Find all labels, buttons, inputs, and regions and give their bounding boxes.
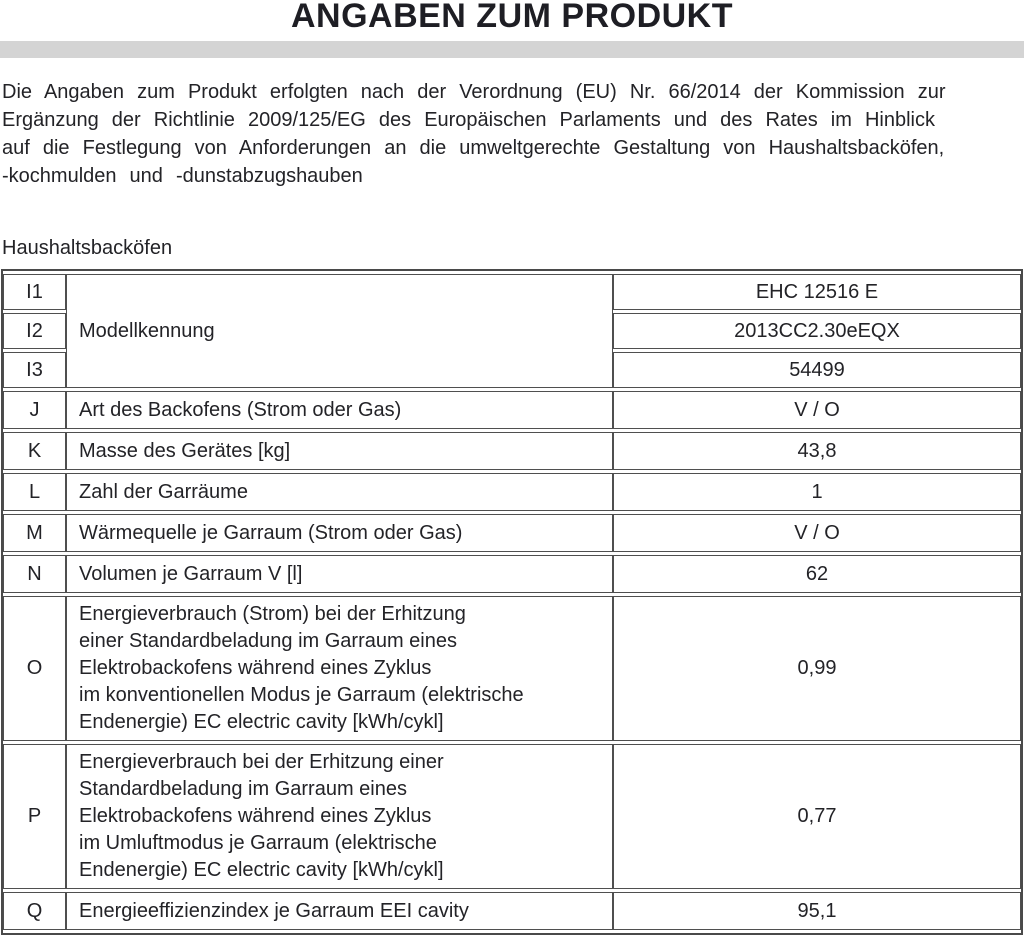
page-title: ANGABEN ZUM PRODUKT	[290, 0, 734, 35]
row-label: Energieeffizienzindex je Garraum EEI cav…	[66, 892, 613, 930]
table-row-m: M Wärmequelle je Garraum (Strom oder Gas…	[3, 514, 1021, 552]
table-row-l: L Zahl der Garräume 1	[3, 473, 1021, 511]
row-label: Masse des Gerätes [kg]	[66, 432, 613, 470]
intro-paragraph: Die Angaben zum Produkt erfolgten nach d…	[2, 81, 946, 187]
row-value: 43,8	[613, 432, 1021, 470]
row-value: 0,99	[613, 596, 1021, 741]
row-code: I2	[3, 313, 66, 349]
table-row-i1: I1 Modellkennung EHC 12516 E	[3, 274, 1021, 388]
table-row-i2: I2 2013CC2.30eEQX	[3, 313, 1021, 349]
row-code: L	[3, 473, 66, 511]
table-row-k: K Masse des Gerätes [kg] 43,8	[3, 432, 1021, 470]
table-row-o: O Energieverbrauch (Strom) bei der Erhit…	[3, 596, 1021, 741]
row-value: V / O	[613, 514, 1021, 552]
row-code: I1	[3, 274, 66, 310]
row-code: Q	[3, 892, 66, 930]
row-code: P	[3, 744, 66, 889]
row-value: EHC 12516 E	[613, 274, 1021, 310]
title-divider-bar	[0, 41, 1024, 58]
section-label: Haushaltsbacköfen	[2, 237, 173, 259]
row-label: Art des Backofens (Strom oder Gas)	[66, 391, 613, 429]
row-value: 1	[613, 473, 1021, 511]
table-row-n: N Volumen je Garraum V [l] 62	[3, 555, 1021, 593]
row-value: 54499	[613, 352, 1021, 388]
row-code: M	[3, 514, 66, 552]
row-code: K	[3, 432, 66, 470]
table-row-j: J Art des Backofens (Strom oder Gas) V /…	[3, 391, 1021, 429]
row-value: V / O	[613, 391, 1021, 429]
table-row-p: P Energieverbrauch bei der Erhitzung ein…	[3, 744, 1021, 889]
row-code: O	[3, 596, 66, 741]
row-code: J	[3, 391, 66, 429]
row-label: Energieverbrauch (Strom) bei der Erhitzu…	[66, 596, 613, 741]
row-label: Energieverbrauch bei der Erhitzung einer…	[66, 744, 613, 889]
row-code: N	[3, 555, 66, 593]
row-label: Wärmequelle je Garraum (Strom oder Gas)	[66, 514, 613, 552]
table-row-i3: I3 54499	[3, 352, 1021, 388]
product-table: I1 Modellkennung EHC 12516 E I2 2013CC2.…	[1, 269, 1023, 935]
row-value: 2013CC2.30eEQX	[613, 313, 1021, 349]
row-value: 62	[613, 555, 1021, 593]
table-row-q: Q Energieeffizienzindex je Garraum EEI c…	[3, 892, 1021, 930]
row-value: 0,77	[613, 744, 1021, 889]
row-label: Volumen je Garraum V [l]	[66, 555, 613, 593]
row-value: 95,1	[613, 892, 1021, 930]
row-label: Modellkennung	[66, 274, 613, 388]
row-label: Zahl der Garräume	[66, 473, 613, 511]
row-code: I3	[3, 352, 66, 388]
